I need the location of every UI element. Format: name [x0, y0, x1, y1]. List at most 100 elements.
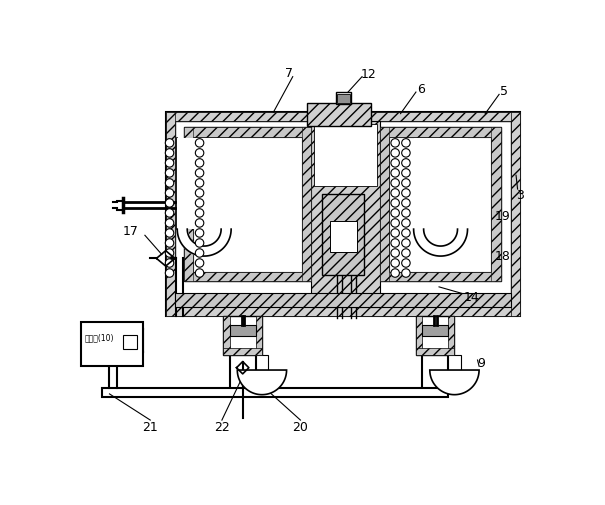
Text: 19: 19	[494, 210, 510, 222]
Circle shape	[195, 239, 204, 248]
Circle shape	[402, 219, 410, 228]
Text: 14: 14	[463, 291, 479, 304]
Circle shape	[391, 209, 399, 218]
Circle shape	[402, 229, 410, 238]
Bar	[307, 104, 370, 127]
Bar	[416, 317, 422, 355]
Text: 3: 3	[516, 188, 524, 201]
Bar	[177, 139, 188, 230]
Circle shape	[195, 169, 204, 178]
Bar	[223, 317, 230, 355]
Circle shape	[391, 219, 399, 228]
Bar	[256, 355, 268, 370]
Bar	[380, 273, 500, 282]
Circle shape	[195, 249, 204, 258]
Bar	[166, 113, 520, 122]
Circle shape	[402, 239, 410, 248]
Circle shape	[195, 259, 204, 268]
Bar	[188, 139, 221, 230]
Circle shape	[402, 259, 410, 268]
Circle shape	[402, 160, 410, 168]
Bar	[389, 137, 491, 273]
Circle shape	[195, 199, 204, 208]
Bar	[175, 293, 511, 307]
Bar	[166, 113, 520, 317]
Circle shape	[165, 199, 174, 208]
Circle shape	[391, 249, 399, 258]
Circle shape	[165, 259, 174, 268]
Bar	[380, 128, 500, 282]
Text: 17: 17	[123, 225, 139, 238]
Bar	[102, 388, 448, 397]
Circle shape	[165, 169, 174, 178]
Bar	[184, 128, 311, 137]
Bar	[380, 128, 389, 282]
Circle shape	[165, 229, 174, 238]
Circle shape	[165, 160, 174, 168]
Bar	[223, 349, 262, 355]
Bar	[256, 317, 262, 355]
Circle shape	[402, 179, 410, 188]
Circle shape	[195, 209, 204, 218]
Text: 20: 20	[292, 420, 309, 433]
Bar	[380, 128, 500, 137]
Bar	[166, 307, 520, 317]
Circle shape	[391, 169, 399, 178]
Bar	[448, 355, 460, 370]
Circle shape	[391, 229, 399, 238]
Circle shape	[195, 149, 204, 158]
Circle shape	[165, 269, 174, 278]
Bar	[81, 322, 143, 367]
Circle shape	[391, 139, 399, 148]
Bar	[184, 128, 311, 282]
Bar	[221, 139, 231, 230]
Circle shape	[165, 219, 174, 228]
Text: 6: 6	[417, 82, 425, 95]
Circle shape	[195, 139, 204, 148]
Bar	[123, 336, 137, 349]
Bar	[184, 128, 194, 282]
Bar	[414, 139, 424, 230]
Circle shape	[165, 139, 174, 148]
Circle shape	[391, 269, 399, 278]
Bar	[194, 137, 302, 273]
Bar	[223, 317, 262, 355]
Bar	[336, 93, 352, 105]
Circle shape	[402, 169, 410, 178]
Bar	[175, 122, 511, 307]
Bar	[338, 94, 350, 104]
Circle shape	[165, 149, 174, 158]
Text: 18: 18	[495, 249, 511, 262]
Text: 9: 9	[477, 356, 485, 369]
Circle shape	[402, 209, 410, 218]
Text: 21: 21	[142, 420, 158, 433]
Circle shape	[165, 209, 174, 218]
Circle shape	[391, 160, 399, 168]
Circle shape	[402, 269, 410, 278]
Circle shape	[195, 229, 204, 238]
Polygon shape	[430, 370, 479, 395]
Circle shape	[195, 179, 204, 188]
Bar	[457, 139, 468, 230]
Bar	[416, 317, 454, 355]
Circle shape	[391, 149, 399, 158]
Bar	[424, 139, 457, 230]
Bar	[448, 317, 454, 355]
Circle shape	[165, 249, 174, 258]
Text: 22: 22	[214, 420, 230, 433]
Circle shape	[402, 199, 410, 208]
Text: 12: 12	[361, 68, 376, 81]
Circle shape	[391, 259, 399, 268]
Circle shape	[391, 199, 399, 208]
Bar	[166, 113, 175, 317]
Bar	[322, 195, 364, 276]
Circle shape	[195, 160, 204, 168]
Bar	[311, 122, 380, 307]
Circle shape	[402, 249, 410, 258]
Bar	[422, 326, 448, 336]
Circle shape	[402, 189, 410, 198]
Bar	[302, 128, 311, 282]
Text: 注射泵(10): 注射泵(10)	[85, 333, 114, 342]
Circle shape	[402, 139, 410, 148]
Text: 7: 7	[285, 67, 293, 80]
